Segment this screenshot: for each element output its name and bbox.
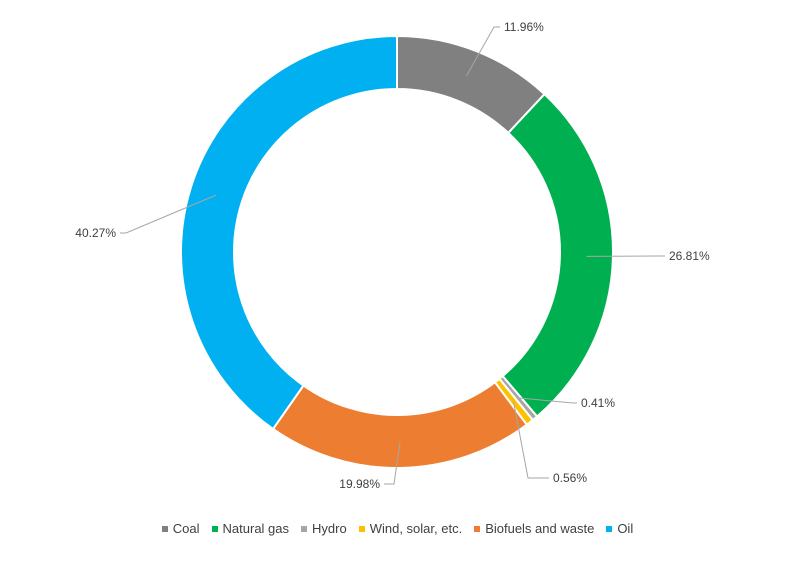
legend-swatch — [358, 525, 365, 532]
legend-item-oil: Oil — [606, 521, 633, 536]
legend-swatch — [211, 525, 218, 532]
legend-item-coal: Coal — [161, 521, 200, 536]
legend-item-natural-gas: Natural gas — [211, 521, 290, 536]
legend-swatch — [474, 525, 481, 532]
data-label-wind-solar-etc: 0.56% — [553, 471, 587, 485]
data-label-hydro: 0.41% — [581, 396, 615, 410]
leader-lines — [120, 26, 665, 485]
legend-label: Natural gas — [222, 521, 290, 536]
legend-swatch — [606, 525, 613, 532]
data-label-oil: 40.27% — [75, 226, 116, 240]
legend-item-wind-solar-etc: Wind, solar, etc. — [358, 521, 463, 536]
data-label-biofuels-and-waste: 19.98% — [339, 477, 380, 491]
slice-biofuels-and-waste — [271, 380, 529, 469]
slice-oil — [180, 34, 398, 431]
leader-line-wind-solar-etc — [512, 401, 549, 479]
legend-swatch — [161, 525, 168, 532]
chart-legend: Coal Natural gas Hydro Wind, solar, etc. Bio… — [0, 521, 795, 536]
legend-swatch — [301, 525, 308, 532]
legend-label: Oil — [617, 521, 634, 536]
legend-label: Hydro — [312, 521, 347, 536]
data-label-coal: 11.96% — [504, 20, 544, 34]
data-labels: 11.96% 26.81% 0.41% 0.56% 19.98% 40.27% — [75, 20, 710, 491]
legend-label: Biofuels and waste — [485, 521, 595, 536]
leader-line-biofuels-and-waste — [384, 441, 401, 485]
leader-line-oil — [120, 194, 217, 234]
legend-item-biofuels-and-waste: Biofuels and waste — [474, 521, 594, 536]
data-label-natural-gas: 26.81% — [669, 249, 710, 263]
legend-label: Coal — [172, 521, 200, 536]
donut-slices — [180, 34, 614, 469]
legend-label: Wind, solar, etc. — [369, 521, 463, 536]
slice-natural-gas — [501, 92, 614, 418]
legend-item-hydro: Hydro — [301, 521, 347, 536]
leader-line-hydro — [517, 397, 577, 404]
leader-line-coal — [466, 26, 500, 76]
donut-chart-plot: 11.96% 26.81% 0.41% 0.56% 19.98% 40.27% — [75, 20, 710, 491]
